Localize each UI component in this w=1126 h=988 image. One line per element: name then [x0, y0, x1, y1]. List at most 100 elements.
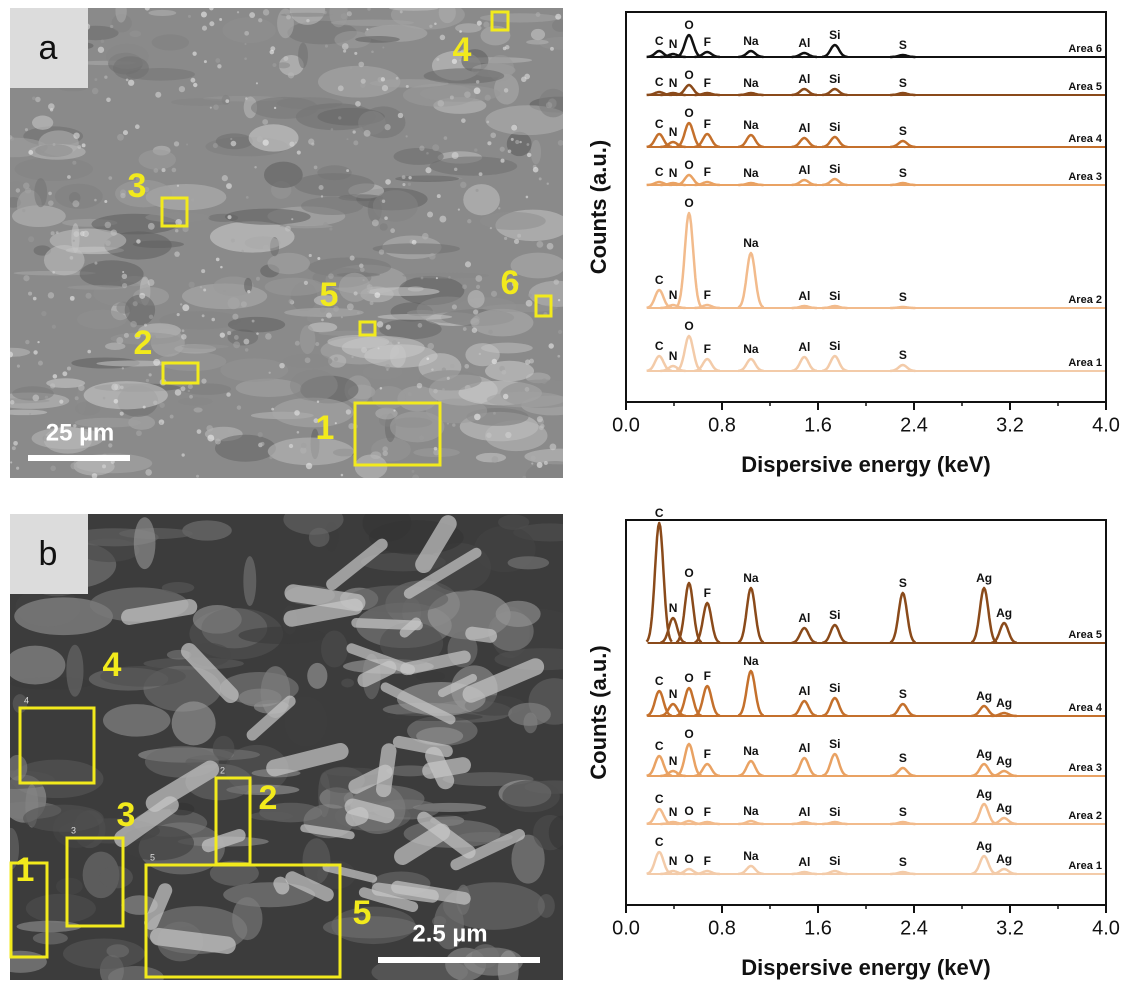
- texture: [12, 386, 54, 401]
- peak-label: Si: [829, 681, 840, 695]
- peak-label: Ag: [996, 696, 1012, 710]
- series-name: Area 4: [1068, 133, 1103, 145]
- grain: [159, 402, 165, 408]
- grain: [490, 290, 498, 297]
- fiber: [285, 871, 334, 902]
- texture: [415, 670, 446, 682]
- grain: [236, 11, 240, 14]
- panel-letter-box: [10, 514, 88, 594]
- grain: [536, 416, 543, 423]
- peak-label: C: [655, 506, 664, 520]
- grain: [37, 360, 43, 366]
- grain: [355, 101, 361, 107]
- texture: [276, 62, 291, 69]
- grain: [371, 219, 379, 227]
- texture: [263, 161, 303, 189]
- grain: [517, 233, 522, 238]
- peak-label: Ag: [996, 852, 1012, 866]
- grain: [474, 148, 478, 152]
- grain: [428, 253, 436, 260]
- texture: [362, 364, 403, 380]
- peak-label: F: [704, 35, 711, 49]
- spectrum-peak: [645, 521, 673, 643]
- fiber: [462, 658, 545, 703]
- peak-label: C: [655, 117, 664, 131]
- grain: [241, 249, 244, 253]
- spectrum-peak: [791, 355, 818, 373]
- peak-label: N: [669, 687, 678, 701]
- grain: [519, 140, 522, 144]
- peak-label: Al: [798, 36, 810, 50]
- texture: [379, 319, 442, 340]
- peak-label: Na: [743, 34, 759, 48]
- grain: [226, 183, 232, 189]
- grain: [511, 124, 518, 131]
- grain: [426, 151, 429, 155]
- peak-label: F: [704, 747, 711, 761]
- grain: [83, 231, 88, 236]
- grain: [464, 384, 471, 391]
- texture: [25, 893, 96, 924]
- spectrum-peak: [675, 581, 703, 644]
- grain: [32, 96, 36, 101]
- texture: [171, 701, 216, 746]
- grain: [227, 427, 234, 434]
- grain: [111, 383, 119, 391]
- texture: [510, 252, 563, 279]
- texture: [289, 369, 338, 401]
- grain: [318, 184, 324, 191]
- grain: [22, 182, 30, 190]
- grain: [432, 388, 435, 391]
- grain: [215, 58, 221, 64]
- peak-label: N: [669, 166, 678, 180]
- texture: [284, 307, 364, 318]
- peak-label: Ag: [976, 689, 992, 703]
- grain: [499, 146, 505, 152]
- peak-label: S: [899, 687, 907, 701]
- series-name: Area 2: [1068, 294, 1102, 306]
- grain: [207, 434, 215, 442]
- grain: [94, 78, 98, 81]
- region-box: [9, 861, 49, 959]
- grain: [433, 449, 440, 456]
- grain: [291, 218, 294, 221]
- spectrum-peak: [791, 699, 818, 718]
- region-box: [65, 836, 125, 928]
- series-name: Area 5: [1068, 81, 1102, 93]
- grain: [69, 295, 75, 301]
- spectrum-peak: [737, 251, 765, 309]
- texture: [99, 866, 133, 889]
- texture: [220, 358, 289, 382]
- grain: [553, 279, 560, 285]
- grain: [102, 464, 107, 469]
- grain: [233, 341, 241, 349]
- grain: [251, 319, 255, 323]
- grain: [232, 313, 239, 320]
- grain: [371, 50, 374, 54]
- spectrum-peak: [889, 702, 916, 718]
- grain: [483, 21, 490, 28]
- grain: [230, 238, 235, 243]
- grain: [525, 299, 533, 307]
- texture: [113, 56, 149, 80]
- grain: [244, 42, 247, 46]
- fiber: [345, 807, 369, 827]
- fiber: [425, 746, 455, 790]
- grain: [323, 10, 327, 15]
- grain: [187, 14, 191, 18]
- grain: [196, 429, 202, 434]
- texture: [416, 727, 464, 745]
- spectrum-peak: [738, 49, 764, 59]
- grain: [143, 186, 150, 193]
- series-name: Area 6: [1068, 43, 1102, 55]
- grain: [87, 349, 92, 354]
- region-number: 2: [134, 324, 153, 362]
- grain: [139, 292, 146, 299]
- grain: [121, 367, 125, 370]
- grain: [459, 49, 467, 56]
- grain: [408, 175, 412, 180]
- texture: [539, 36, 563, 50]
- peak-label: O: [684, 804, 693, 818]
- spectrum-peak: [737, 586, 765, 644]
- grain: [181, 334, 187, 340]
